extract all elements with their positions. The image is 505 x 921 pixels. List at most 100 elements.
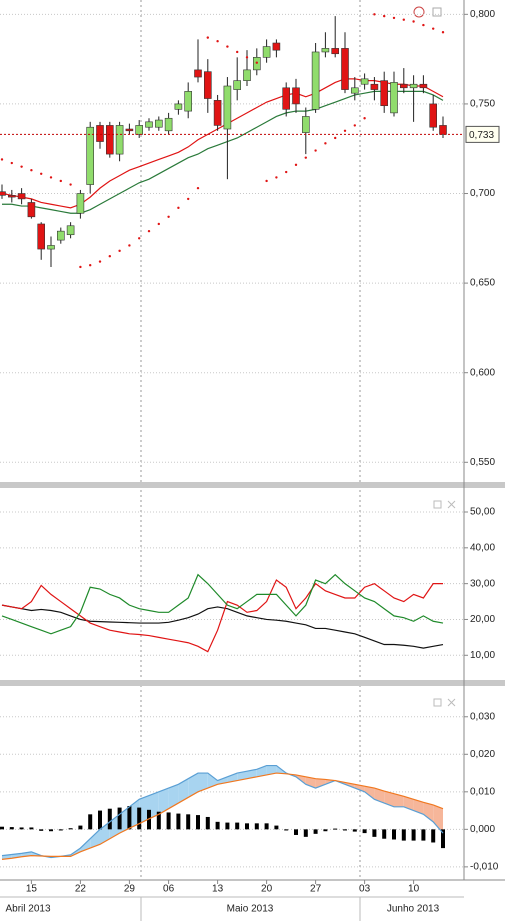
candle-body	[174, 103, 183, 110]
macd-fill	[364, 786, 375, 800]
indicator-line	[1, 573, 444, 635]
macd-fill	[237, 771, 247, 781]
candle-body	[243, 69, 251, 81]
sar-dot	[187, 197, 190, 201]
macd-fill	[384, 791, 394, 807]
macd-fill	[158, 788, 169, 815]
sar-dot	[128, 244, 131, 247]
sar-dot	[294, 163, 298, 167]
histogram-bar	[362, 829, 367, 834]
sar-dot	[177, 206, 180, 210]
histogram-bar	[78, 825, 83, 830]
y-tick-label: 0,000	[470, 824, 495, 835]
month-label: Maio 2013	[227, 904, 274, 915]
sar-dot	[89, 263, 92, 267]
sar-dot	[324, 142, 327, 145]
candle-body	[66, 225, 75, 236]
candle-body	[380, 80, 389, 107]
macd-fill	[139, 795, 149, 824]
sar-dot	[373, 13, 376, 16]
histogram-bar	[186, 814, 191, 830]
histogram-bar	[245, 823, 249, 830]
candle-body	[429, 103, 438, 128]
y-tick-label: 30,00	[470, 578, 495, 589]
macd-fill	[413, 799, 424, 815]
icon[interactable]	[433, 698, 442, 707]
last-price-label: 0,733	[469, 130, 494, 141]
histogram-bar	[137, 807, 142, 830]
indicator-line	[1, 604, 444, 649]
sar-dot	[304, 156, 307, 159]
sar-dot	[196, 186, 200, 190]
y-tick-label: 20,00	[470, 614, 495, 625]
candle-body	[37, 223, 46, 250]
candle-body	[301, 116, 310, 133]
sar-dot	[49, 176, 53, 179]
icon[interactable]	[433, 500, 442, 509]
candle-body	[213, 100, 222, 126]
sar-dot	[275, 176, 278, 179]
macd-fill	[149, 791, 159, 819]
sar-dot	[167, 215, 170, 219]
candle-body	[439, 125, 447, 135]
histogram-bar	[294, 829, 298, 835]
sar-dot	[216, 40, 219, 43]
signal-line	[1, 772, 444, 860]
histogram-bar	[303, 829, 308, 837]
candle-body	[125, 128, 134, 132]
sar-dot	[285, 170, 288, 174]
sar-dot	[236, 50, 239, 54]
icon[interactable]	[432, 7, 442, 17]
histogram-bar	[68, 828, 73, 830]
candle-body	[106, 125, 114, 155]
histogram-bar	[19, 827, 24, 830]
icon[interactable]	[447, 698, 456, 707]
sar-dot	[383, 14, 386, 18]
macd-fill	[168, 784, 179, 809]
histogram-bar	[313, 829, 318, 834]
sar-dot	[157, 222, 160, 226]
candle-body	[399, 83, 408, 89]
histogram-bar	[49, 829, 53, 832]
y-tick-label: 40,00	[470, 542, 495, 553]
macd-fill	[423, 802, 434, 822]
sar-dot	[98, 260, 102, 263]
macd-fill	[198, 773, 208, 792]
candle-body	[8, 195, 16, 198]
y-tick-label: 0,010	[470, 786, 495, 797]
y-tick-label: 0,600	[470, 367, 495, 378]
x-tick-label: 03	[359, 884, 371, 895]
x-tick-label: 06	[163, 884, 175, 895]
y-tick-label: -0,010	[470, 862, 499, 873]
histogram-bar	[127, 806, 132, 830]
icon[interactable]	[447, 500, 456, 509]
sar-dot	[108, 255, 112, 258]
candle-body	[145, 121, 153, 128]
icon[interactable]	[413, 6, 425, 18]
histogram-bar	[441, 829, 445, 849]
candle-body	[262, 46, 271, 58]
candle-body	[86, 126, 94, 185]
candle-body	[409, 83, 418, 89]
macd-fill	[433, 804, 443, 834]
histogram-bar	[58, 829, 63, 831]
macd-fill	[90, 829, 100, 849]
candle-body	[272, 42, 281, 51]
histogram-bar	[264, 823, 269, 830]
histogram-bar	[9, 827, 14, 830]
sar-dot	[265, 179, 268, 183]
panel-divider	[0, 680, 505, 686]
sar-dot	[69, 183, 72, 186]
candle-body	[282, 87, 291, 110]
moving-average	[1, 78, 444, 209]
macd-fill	[247, 769, 257, 779]
macd-fill	[129, 799, 140, 829]
candle-body	[17, 193, 26, 200]
macd-fill	[178, 778, 189, 804]
macd-fill	[207, 773, 218, 789]
macd-fill	[266, 765, 277, 775]
sar-dot	[353, 124, 356, 127]
histogram-bar	[147, 809, 151, 830]
y-tick-label: 50,00	[470, 507, 495, 518]
sar-dot	[412, 20, 415, 23]
